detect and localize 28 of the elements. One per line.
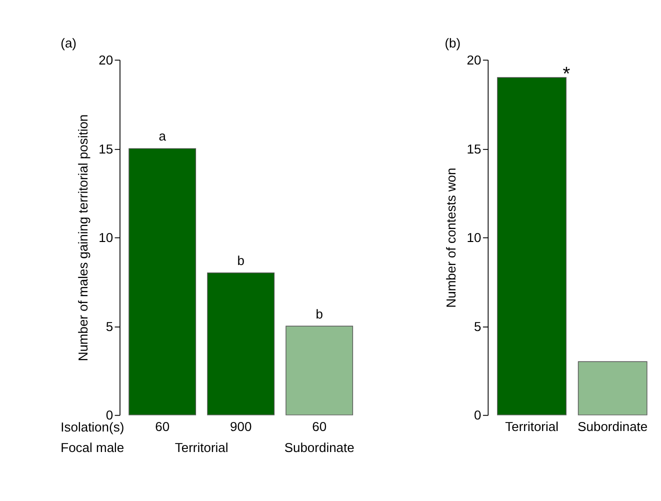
y-axis-title: Number of males gaining territorial position xyxy=(75,114,90,362)
y-tick-label: 15 xyxy=(466,141,482,156)
bar xyxy=(128,148,196,416)
x-tick-label: Territorial xyxy=(505,418,559,434)
y-tick-label: 15 xyxy=(98,141,114,156)
y-tick-label: 10 xyxy=(98,230,114,246)
text: Territorial xyxy=(174,440,228,456)
y-tick-label: 20 xyxy=(98,52,114,68)
chart-title: (b) xyxy=(444,36,461,51)
x-tick-label: Subordinate xyxy=(578,418,648,434)
bar xyxy=(286,326,354,416)
y-tick-label: 5 xyxy=(106,318,114,334)
data-label: b xyxy=(316,306,323,322)
chart-title: (a) xyxy=(60,36,77,51)
data-label: * xyxy=(562,64,571,86)
text: Focal male xyxy=(60,440,124,456)
x-tick-label: 60 xyxy=(155,418,170,434)
data-label: b xyxy=(237,253,244,268)
y-tick-label: 5 xyxy=(474,318,482,334)
data-label: a xyxy=(158,128,167,144)
y-tick-label: 20 xyxy=(466,52,482,68)
y-tick-label: 10 xyxy=(466,230,482,246)
bar xyxy=(207,272,275,416)
y-tick-label: 0 xyxy=(474,408,482,423)
x-tick-label: 900 xyxy=(230,418,252,434)
x-tick-label: 60 xyxy=(312,418,327,434)
text: Subordinate xyxy=(284,440,354,456)
y-axis-title: Number of contests won xyxy=(444,168,459,308)
